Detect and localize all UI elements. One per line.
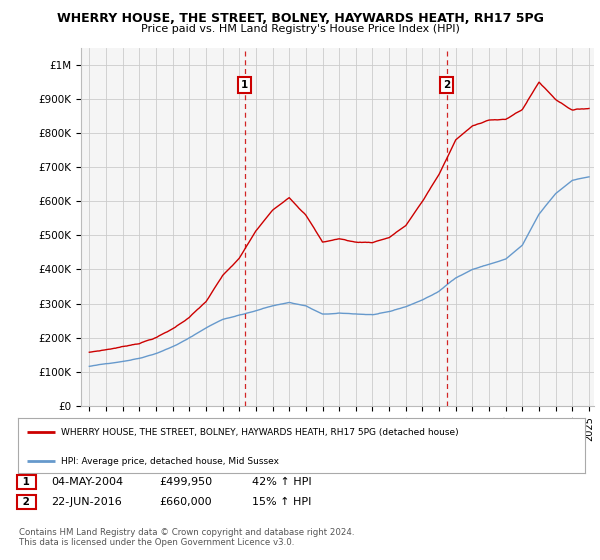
Text: HPI: Average price, detached house, Mid Sussex: HPI: Average price, detached house, Mid …: [61, 456, 278, 465]
Text: 22-JUN-2016: 22-JUN-2016: [51, 497, 122, 507]
Text: 15% ↑ HPI: 15% ↑ HPI: [252, 497, 311, 507]
Text: £660,000: £660,000: [159, 497, 212, 507]
Text: 42% ↑ HPI: 42% ↑ HPI: [252, 477, 311, 487]
Text: Contains HM Land Registry data © Crown copyright and database right 2024.
This d: Contains HM Land Registry data © Crown c…: [19, 528, 355, 547]
Text: Price paid vs. HM Land Registry's House Price Index (HPI): Price paid vs. HM Land Registry's House …: [140, 24, 460, 34]
Text: 04-MAY-2004: 04-MAY-2004: [51, 477, 123, 487]
Text: WHERRY HOUSE, THE STREET, BOLNEY, HAYWARDS HEATH, RH17 5PG (detached house): WHERRY HOUSE, THE STREET, BOLNEY, HAYWAR…: [61, 427, 458, 437]
Text: 1: 1: [241, 80, 248, 90]
Text: WHERRY HOUSE, THE STREET, BOLNEY, HAYWARDS HEATH, RH17 5PG: WHERRY HOUSE, THE STREET, BOLNEY, HAYWAR…: [56, 12, 544, 25]
Text: £499,950: £499,950: [159, 477, 212, 487]
Text: 1: 1: [19, 477, 34, 487]
Text: 2: 2: [19, 497, 34, 507]
Text: 2: 2: [443, 80, 451, 90]
